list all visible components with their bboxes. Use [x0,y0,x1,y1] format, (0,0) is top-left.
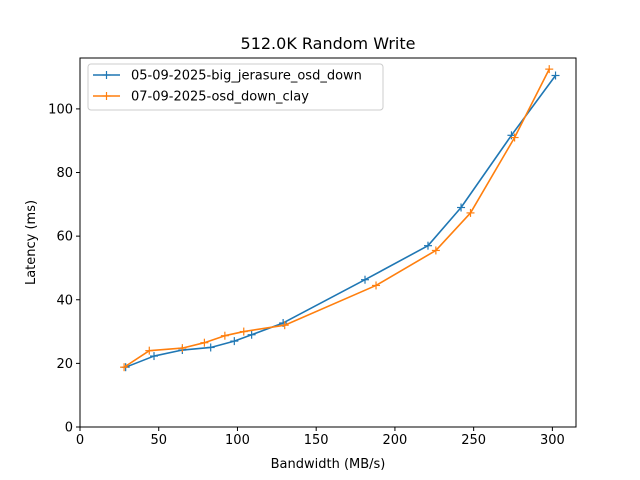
data-point [206,343,215,352]
y-tick-label: 0 [65,421,73,436]
legend-item: 05-09-2025-big_jerasure_osd_down [93,69,362,84]
y-tick-label: 40 [56,293,73,308]
y-tick-label: 100 [48,102,73,117]
x-tick-label: 300 [540,433,565,448]
chart-title: 512.0K Random Write [241,34,416,53]
x-tick-label: 250 [461,433,486,448]
data-point [372,281,381,290]
data-point [431,246,440,255]
y-axis-label: Latency (ms) [24,200,39,285]
x-axis-label: Bandwidth (MB/s) [271,457,386,472]
data-point [466,208,475,217]
x-tick-label: 200 [383,433,408,448]
data-point [551,71,560,80]
x-tick-label: 0 [76,433,84,448]
y-tick-label: 80 [56,166,73,181]
y-axis: 0 20 40 60 80 100 [48,102,80,436]
data-point [361,275,370,284]
data-point [545,65,554,74]
series-2 [120,65,554,372]
x-tick-label: 50 [150,433,167,448]
legend-label: 05-09-2025-big_jerasure_osd_down [131,69,362,84]
series-1 [121,71,560,372]
x-tick-label: 100 [225,433,250,448]
x-axis: 0 50 100 150 200 250 300 [76,427,565,448]
data-point [510,133,519,142]
series-line [123,68,550,368]
y-tick-label: 20 [56,357,73,372]
legend-box [87,63,384,111]
data-point [239,327,248,336]
data-point [230,337,239,346]
legend: 05-09-2025-big_jerasure_osd_down 07-09-20… [87,63,384,111]
data-point [423,241,432,250]
data-point [457,203,466,212]
data-point [150,352,159,361]
data-point [120,363,129,372]
axes-frame [79,57,577,428]
y-tick-label: 60 [56,230,73,245]
data-point [280,321,289,330]
series-line [125,75,557,368]
data-point [247,330,256,339]
data-point [178,344,187,353]
data-point [145,346,154,355]
legend-label: 07-09-2025-osd_down_clay [131,90,309,105]
data-point [200,338,209,347]
x-tick-label: 150 [304,433,329,448]
data-point [220,331,229,340]
plot-area [120,65,560,372]
legend-item: 07-09-2025-osd_down_clay [93,90,309,105]
